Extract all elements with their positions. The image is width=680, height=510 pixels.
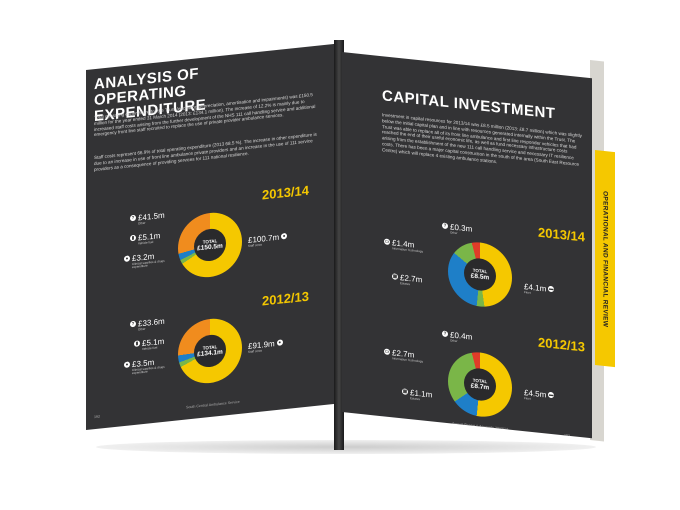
right-page: CAPITAL INVESTMENT Investment in capital…	[342, 52, 592, 439]
legend-fuel: ▮ £5.1m Vehicle fuel	[134, 336, 165, 352]
pill-icon: ●	[124, 255, 130, 263]
building-icon: ▦	[402, 388, 408, 395]
legend-estates: ▦ £2.7m Estates	[392, 273, 423, 287]
book-spine	[334, 40, 344, 450]
fuel-icon: ▮	[130, 234, 136, 242]
monitor-icon: ▭	[384, 348, 390, 356]
legend-estates: ▦ £1.1m Estates	[402, 388, 433, 402]
donut-center: TOTAL £8.5m	[464, 256, 496, 293]
legend-other: ? £41.5m Other	[130, 210, 165, 226]
year-heading: 2013/14	[538, 224, 585, 245]
donut-center: TOTAL £150.5m	[194, 227, 226, 263]
donut-chart: TOTAL £150.5m	[178, 209, 242, 281]
donut-chart: TOTAL £8.7m	[448, 349, 512, 420]
fuel-icon: ▮	[134, 340, 140, 347]
section-tab: OPERATIONAL AND FINANCIAL REVIEW	[595, 150, 615, 368]
legend-staff: £91.9m Staff costs ●	[248, 339, 283, 354]
pill-icon: ●	[124, 361, 130, 369]
legend-it: ▭ £2.7m Information Technology	[384, 348, 423, 364]
paragraph: Staff costs represent 66.9% of total ope…	[94, 131, 317, 172]
legend-fuel: ▮ £5.1m Vehicle fuel	[130, 231, 161, 246]
year-heading: 2013/14	[262, 182, 309, 203]
legend-other: ? £0.3m Other	[442, 222, 473, 236]
footer-text: Annual Report & Accounts 2013/14	[452, 421, 508, 432]
donut-center: TOTAL £8.7m	[464, 366, 496, 403]
page-number: 192	[94, 414, 100, 420]
person-icon: ●	[276, 339, 283, 346]
person-icon: ●	[281, 232, 288, 240]
year-heading: 2012/13	[262, 288, 309, 309]
footer-text: South Central Ambulance Service	[186, 399, 240, 410]
legend-drugs: ● £3.5m Clinical supplies & drugs expendit…	[124, 357, 165, 376]
legend-drugs: ● £3.2m Clinical supplies & drugs expendit…	[124, 251, 165, 270]
donut-chart: TOTAL £134.1m	[178, 315, 242, 387]
legend-fleet: £4.5m Fleet ▬	[524, 388, 555, 401]
ambulance-icon: ▬	[548, 285, 555, 293]
page-number: 193	[564, 433, 570, 438]
question-icon: ?	[442, 222, 448, 230]
question-icon: ?	[130, 214, 136, 222]
building-icon: ▦	[392, 273, 398, 280]
left-page: ANALYSIS OF OPERATING EXPENDITURE Total …	[86, 43, 336, 431]
question-icon: ?	[130, 320, 136, 328]
legend-other: ? £0.4m Other	[442, 330, 473, 344]
legend-other: ? £33.6m Other	[130, 316, 165, 332]
legend-staff: £100.7m Staff costs ●	[248, 232, 288, 248]
year-heading: 2012/13	[538, 334, 585, 355]
ambulance-icon: ▬	[548, 391, 555, 399]
question-icon: ?	[442, 330, 448, 338]
donut-center: TOTAL £134.1m	[194, 333, 226, 369]
legend-fleet: £4.1m Fleet ▬	[524, 282, 555, 295]
book-shadow	[96, 440, 596, 454]
legend-it: ▭ £1.4m Information Technology	[384, 238, 423, 254]
donut-chart: TOTAL £8.5m	[448, 239, 512, 310]
monitor-icon: ▭	[384, 238, 390, 246]
